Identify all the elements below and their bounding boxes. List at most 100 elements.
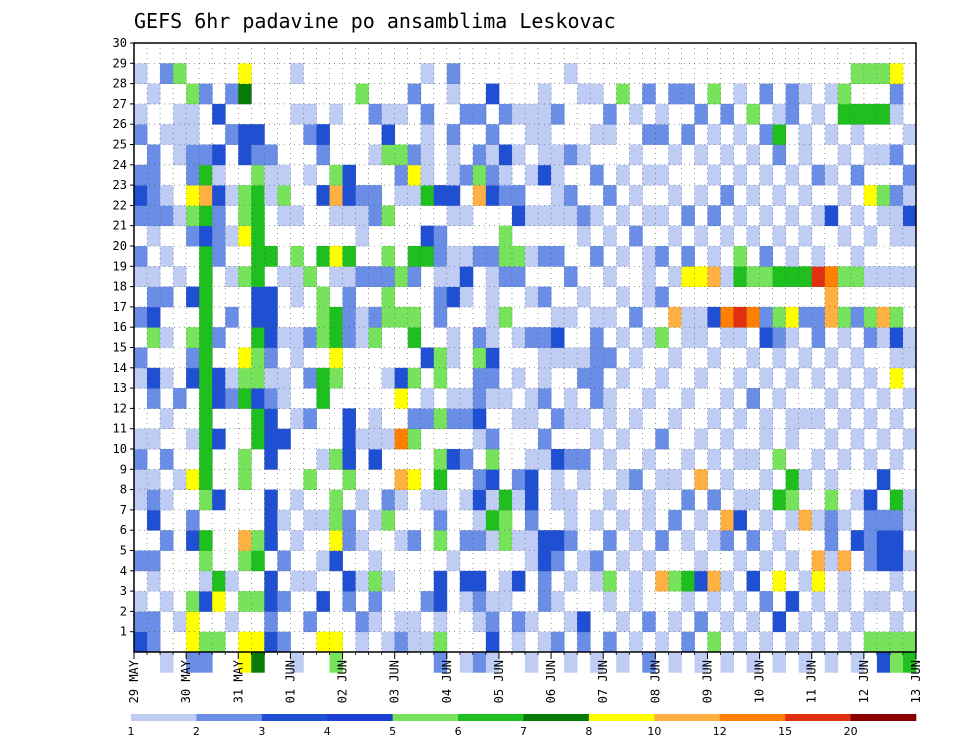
heatmap-cell: [798, 408, 813, 430]
heatmap-cell: [498, 530, 513, 551]
heatmap-cell: [837, 327, 852, 348]
heatmap-cell: [720, 266, 734, 287]
heatmap-cell: [147, 164, 161, 186]
heatmap-cell: [681, 124, 695, 145]
heatmap-cell: [381, 205, 396, 227]
heatmap-cell: [707, 408, 721, 430]
heatmap-cell: [746, 652, 760, 673]
heatmap-cell: [238, 266, 252, 287]
heatmap-cell: [590, 327, 604, 348]
heatmap-cell: [407, 327, 422, 348]
heatmap-cell: [655, 246, 669, 267]
heatmap-cell: [329, 509, 343, 531]
heatmap-cell: [798, 611, 813, 633]
heatmap-cell: [394, 428, 409, 450]
heatmap-cell: [603, 347, 617, 369]
heatmap-cell: [355, 83, 369, 105]
heatmap-cell: [720, 103, 734, 125]
heatmap-cell: [511, 530, 526, 551]
heatmap-cell: [551, 408, 565, 430]
heatmap-cell: [759, 469, 774, 490]
heatmap-cell: [603, 388, 617, 409]
heatmap-cell: [225, 124, 239, 145]
heatmap-cell: [642, 205, 656, 227]
heatmap-cell: [785, 327, 800, 348]
heatmap-cell: [642, 509, 656, 531]
heatmap-cell: [251, 205, 265, 227]
heatmap-cell: [837, 408, 852, 430]
heatmap-cell: [498, 509, 513, 531]
heatmap-cell: [577, 550, 591, 572]
heatmap-cell: [902, 225, 917, 247]
heatmap-cell: [811, 306, 826, 328]
heatmap-cell: [707, 489, 721, 511]
heatmap-cell: [342, 306, 356, 328]
heatmap-cell: [785, 83, 800, 105]
heatmap-cell: [850, 246, 865, 267]
heatmap-cell: [225, 611, 239, 633]
heatmap-cell: [368, 103, 383, 125]
heatmap-cell: [381, 144, 396, 166]
heatmap-cell: [720, 327, 734, 348]
heatmap-cell: [850, 103, 865, 125]
heatmap-cell: [511, 266, 526, 287]
heatmap-cell: [407, 631, 422, 653]
heatmap-cell: [316, 367, 330, 389]
heatmap-cell: [772, 103, 787, 125]
heatmap-cell: [577, 367, 591, 389]
heatmap-cell: [564, 388, 578, 409]
heatmap-cell: [798, 570, 813, 592]
heatmap-cell: [368, 185, 383, 206]
heatmap-cell: [720, 469, 734, 490]
heatmap-cell: [186, 428, 200, 450]
heatmap-cell: [342, 530, 356, 551]
heatmap-cell: [446, 144, 461, 166]
heatmap-cell: [342, 428, 356, 450]
heatmap-cell: [420, 347, 435, 369]
heatmap-cell: [199, 631, 213, 653]
heatmap-cell: [681, 530, 695, 551]
heatmap-cell: [902, 591, 917, 612]
heatmap-cell: [564, 449, 578, 470]
heatmap-cell: [251, 591, 265, 612]
heatmap-cell: [511, 327, 526, 348]
heatmap-cell: [407, 164, 422, 186]
heatmap-cell: [850, 205, 865, 227]
heatmap-cell: [694, 652, 708, 673]
heatmap-cell: [459, 246, 474, 267]
heatmap-cell: [616, 327, 630, 348]
heatmap-cell: [863, 225, 878, 247]
heatmap-cell: [186, 124, 200, 145]
heatmap-cell: [147, 83, 161, 105]
heatmap-cell: [577, 347, 591, 369]
heatmap-cell: [577, 611, 591, 633]
heatmap-cell: [707, 266, 721, 287]
heatmap-cell: [511, 144, 526, 166]
colorbar-label: 10: [647, 725, 661, 738]
heatmap-cell: [329, 347, 343, 369]
heatmap-cell: [733, 205, 747, 227]
heatmap-cell: [889, 83, 904, 105]
heatmap-cell: [277, 205, 291, 227]
heatmap-cell: [759, 83, 774, 105]
heatmap-cell: [303, 164, 317, 186]
heatmap-cell: [238, 205, 252, 227]
heatmap-cell: [342, 469, 356, 490]
heatmap-cell: [498, 570, 513, 592]
heatmap-cell: [798, 185, 813, 206]
heatmap-cell: [811, 591, 826, 612]
heatmap-cell: [251, 266, 265, 287]
heatmap-cell: [199, 591, 213, 612]
heatmap-cell: [616, 367, 630, 389]
heatmap-cell: [264, 449, 278, 470]
heatmap-cell: [707, 124, 721, 145]
heatmap-cell: [564, 185, 578, 206]
heatmap-cell: [134, 469, 148, 490]
heatmap-cell: [394, 185, 409, 206]
heatmap-cell: [564, 144, 578, 166]
heatmap-cell: [616, 246, 630, 267]
heatmap-cell: [173, 103, 187, 125]
heatmap-cell: [564, 489, 578, 511]
heatmap-cell: [277, 428, 291, 450]
heatmap-cell: [498, 103, 513, 125]
